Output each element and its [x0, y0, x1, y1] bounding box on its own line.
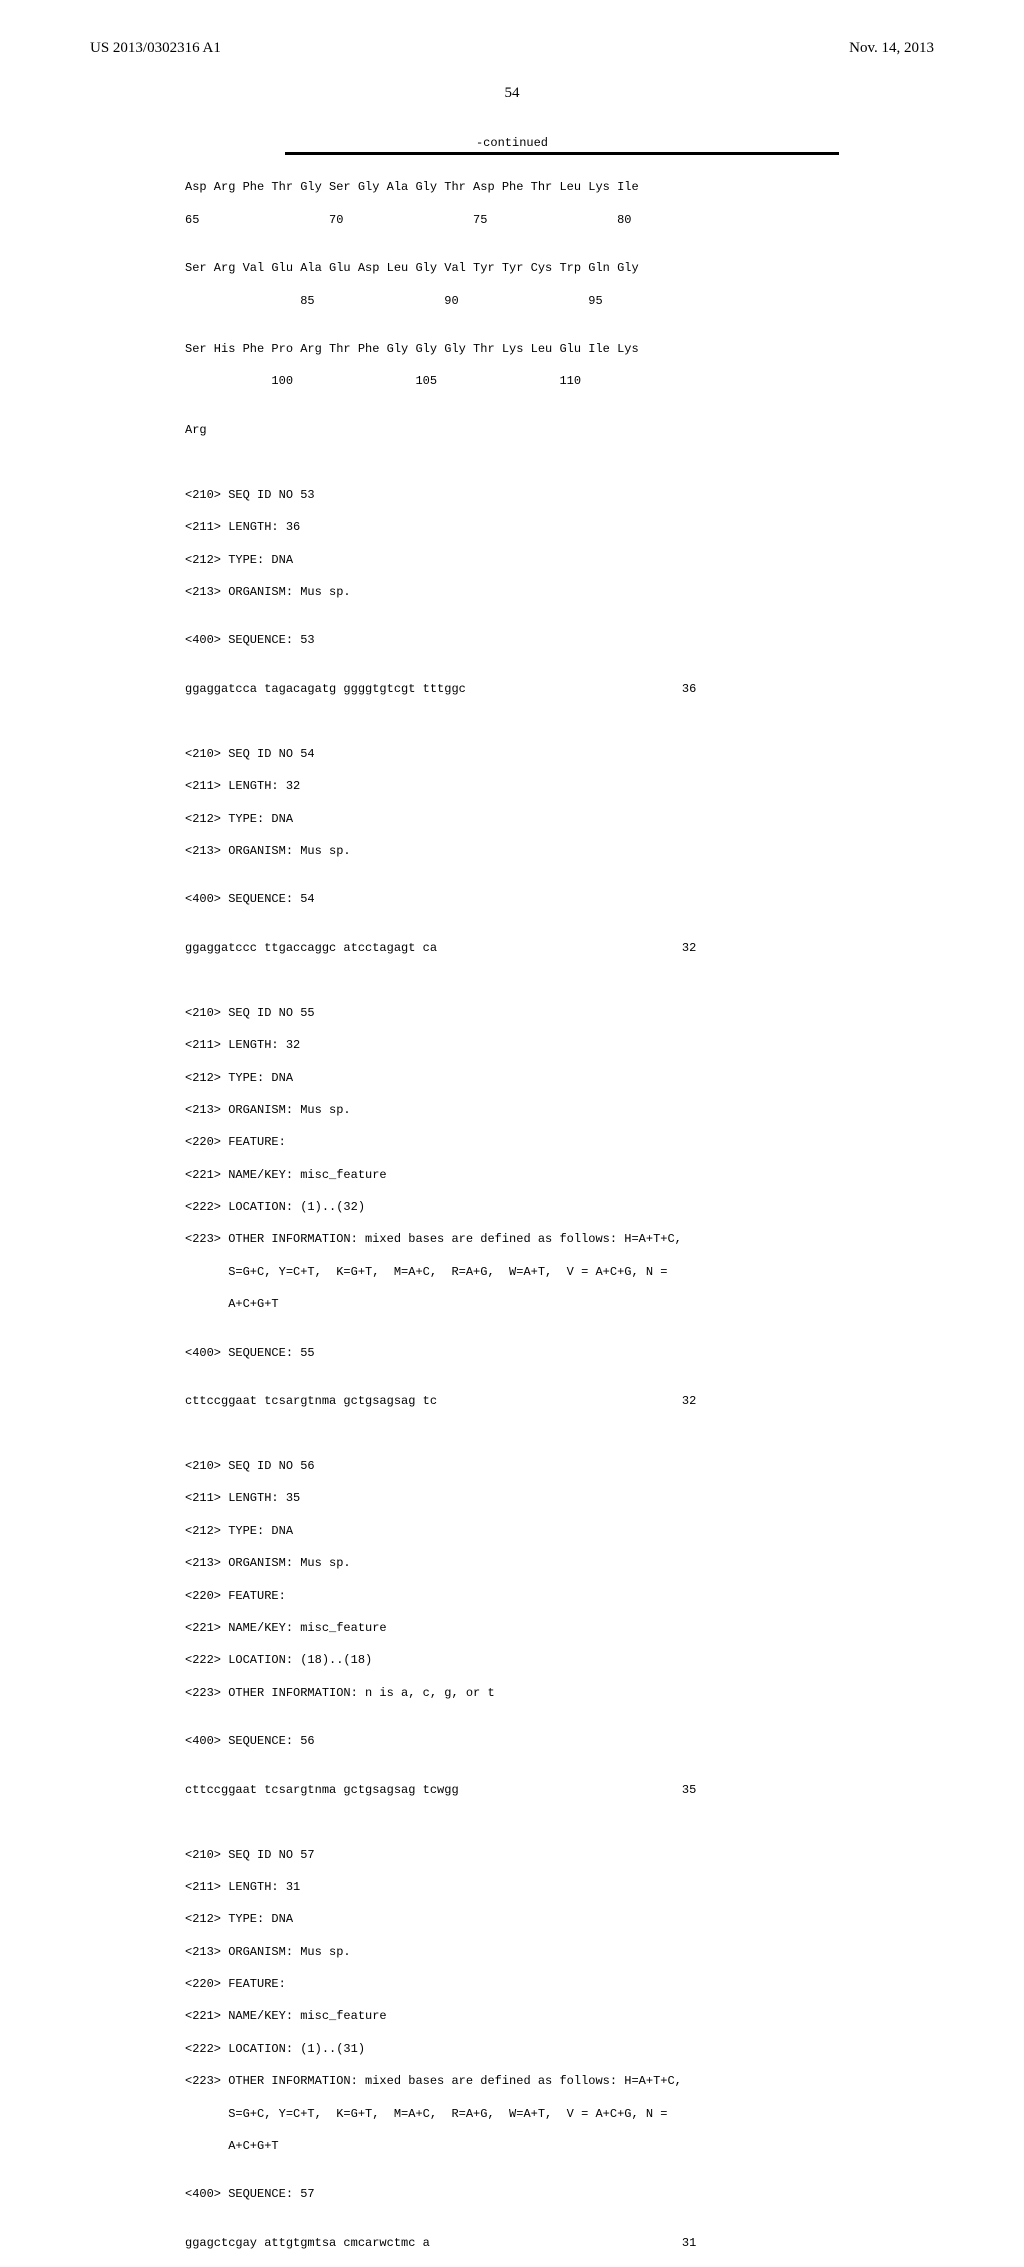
document-header: US 2013/0302316 A1 Nov. 14, 2013 [90, 40, 934, 57]
seq-header: <222> LOCATION: (1)..(31) [185, 2041, 839, 2057]
protein-seq-line: Asp Arg Phe Thr Gly Ser Gly Ala Gly Thr … [185, 179, 839, 195]
seq-header: <212> TYPE: DNA [185, 552, 839, 568]
seq-label: <400> SEQUENCE: 56 [185, 1733, 839, 1749]
protein-seq-position: 65 70 75 80 [185, 212, 839, 228]
seq-header: <221> NAME/KEY: misc_feature [185, 1620, 839, 1636]
protein-seq-line: Arg [185, 422, 839, 438]
seq-header: <221> NAME/KEY: misc_feature [185, 1167, 839, 1183]
seq-header: <221> NAME/KEY: misc_feature [185, 2008, 839, 2024]
sequence-listing-content: Asp Arg Phe Thr Gly Ser Gly Ala Gly Thr … [90, 163, 934, 2267]
seq-header: <212> TYPE: DNA [185, 811, 839, 827]
seq-label: <400> SEQUENCE: 55 [185, 1345, 839, 1361]
seq-header: <210> SEQ ID NO 53 [185, 487, 839, 503]
page-number: 54 [90, 85, 934, 102]
dna-sequence: cttccggaat tcsargtnma gctgsagsag tcwgg 3… [185, 1782, 839, 1798]
protein-seq-line: Ser His Phe Pro Arg Thr Phe Gly Gly Gly … [185, 341, 839, 357]
seq-header: <220> FEATURE: [185, 1588, 839, 1604]
seq-header: <213> ORGANISM: Mus sp. [185, 1102, 839, 1118]
seq-header: <210> SEQ ID NO 55 [185, 1005, 839, 1021]
seq-header: S=G+C, Y=C+T, K=G+T, M=A+C, R=A+G, W=A+T… [185, 1264, 839, 1280]
seq-header: <223> OTHER INFORMATION: n is a, c, g, o… [185, 1685, 839, 1701]
seq-header: <222> LOCATION: (1)..(32) [185, 1199, 839, 1215]
seq-header: <223> OTHER INFORMATION: mixed bases are… [185, 1231, 839, 1247]
seq-header: <222> LOCATION: (18)..(18) [185, 1652, 839, 1668]
page-container: US 2013/0302316 A1 Nov. 14, 2013 54 -con… [0, 0, 1024, 1320]
dna-sequence: ggagctcgay attgtgmtsa cmcarwctmc a 31 [185, 2235, 839, 2251]
seq-label: <400> SEQUENCE: 54 [185, 891, 839, 907]
seq-header: <223> OTHER INFORMATION: mixed bases are… [185, 2073, 839, 2089]
seq-header: <213> ORGANISM: Mus sp. [185, 1944, 839, 1960]
seq-header: <210> SEQ ID NO 54 [185, 746, 839, 762]
seq-header: <210> SEQ ID NO 56 [185, 1458, 839, 1474]
seq-header: <220> FEATURE: [185, 1976, 839, 1992]
publication-number: US 2013/0302316 A1 [90, 40, 221, 57]
seq-header: <220> FEATURE: [185, 1134, 839, 1150]
seq-header: S=G+C, Y=C+T, K=G+T, M=A+C, R=A+G, W=A+T… [185, 2106, 839, 2122]
protein-seq-position: 85 90 95 [185, 293, 839, 309]
seq-label: <400> SEQUENCE: 53 [185, 632, 839, 648]
dna-sequence: cttccggaat tcsargtnma gctgsagsag tc 32 [185, 1393, 839, 1409]
seq-header: <211> LENGTH: 32 [185, 778, 839, 794]
seq-header: A+C+G+T [185, 2138, 839, 2154]
continued-label: -continued [90, 136, 934, 150]
seq-header: A+C+G+T [185, 1296, 839, 1312]
seq-header: <213> ORGANISM: Mus sp. [185, 1555, 839, 1571]
seq-header: <210> SEQ ID NO 57 [185, 1847, 839, 1863]
seq-label: <400> SEQUENCE: 57 [185, 2186, 839, 2202]
seq-header: <212> TYPE: DNA [185, 1070, 839, 1086]
dna-sequence: ggaggatccc ttgaccaggc atcctagagt ca 32 [185, 940, 839, 956]
seq-header: <213> ORGANISM: Mus sp. [185, 584, 839, 600]
seq-header: <211> LENGTH: 31 [185, 1879, 839, 1895]
seq-header: <212> TYPE: DNA [185, 1523, 839, 1539]
horizontal-rule-bottom [285, 154, 839, 155]
protein-seq-position: 100 105 110 [185, 373, 839, 389]
seq-header: <211> LENGTH: 32 [185, 1037, 839, 1053]
publication-date: Nov. 14, 2013 [849, 40, 934, 57]
seq-header: <211> LENGTH: 35 [185, 1490, 839, 1506]
seq-header: <211> LENGTH: 36 [185, 519, 839, 535]
protein-seq-line: Ser Arg Val Glu Ala Glu Asp Leu Gly Val … [185, 260, 839, 276]
dna-sequence: ggaggatcca tagacagatg ggggtgtcgt tttggc … [185, 681, 839, 697]
seq-header: <213> ORGANISM: Mus sp. [185, 843, 839, 859]
seq-header: <212> TYPE: DNA [185, 1911, 839, 1927]
